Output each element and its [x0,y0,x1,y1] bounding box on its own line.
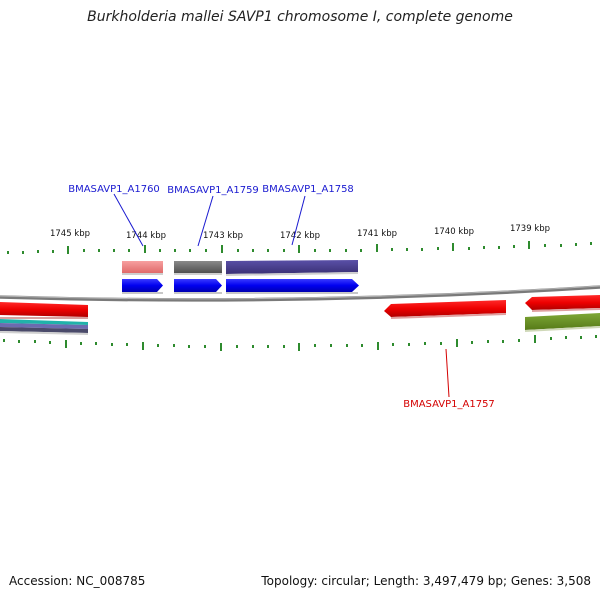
reverse-cds-track [0,295,600,319]
feature-track-lower [0,313,600,335]
gene-label[interactable]: BMASAVP1_A1759 [167,185,259,196]
tick-label: 1744 kbp [126,231,166,241]
tick-label: 1743 kbp [203,231,243,241]
genome-backbone [0,285,600,302]
cds-arrow-a1757[interactable] [384,300,506,317]
accession-text: Accession: NC_008785 [9,574,146,588]
forward-cds-track [122,279,359,294]
top-minor-ticks [7,242,592,254]
top-major-ticks [67,241,530,254]
gene-label[interactable]: BMASAVP1_A1757 [403,399,495,410]
feature-gray[interactable] [174,261,222,273]
tick-labels: 1745 kbp 1744 kbp 1743 kbp 1742 kbp 1741… [50,224,550,241]
tick-label: 1740 kbp [434,227,474,237]
tick-label: 1745 kbp [50,229,90,239]
cds-arrow-a1759[interactable] [174,279,222,292]
feature-pink[interactable] [122,261,163,273]
feature-purple[interactable] [226,260,358,274]
cds-arrow-a1760[interactable] [122,279,163,292]
tick-label: 1742 kbp [280,231,320,241]
gene-label[interactable]: BMASAVP1_A1760 [68,184,160,195]
feature-olive[interactable] [525,313,600,330]
cds-arrow-a1758[interactable] [226,279,359,292]
tick-label: 1739 kbp [510,224,550,234]
topology-text: Topology: circular; Length: 3,497,479 bp… [261,574,591,588]
bottom-minor-ticks [3,335,597,348]
feature-track-upper [122,260,358,276]
bottom-major-ticks [65,335,536,351]
cds-arrow-right[interactable] [525,295,600,310]
gene-leader-lines [113,193,450,398]
gene-labels: BMASAVP1_A1760 BMASAVP1_A1759 BMASAVP1_A… [68,184,495,410]
cds-arrow-left[interactable] [0,302,88,317]
map-title: Burkholderia mallei SAVP1 chromosome I, … [87,9,513,25]
gene-label[interactable]: BMASAVP1_A1758 [262,184,354,195]
tick-label: 1741 kbp [357,229,397,239]
